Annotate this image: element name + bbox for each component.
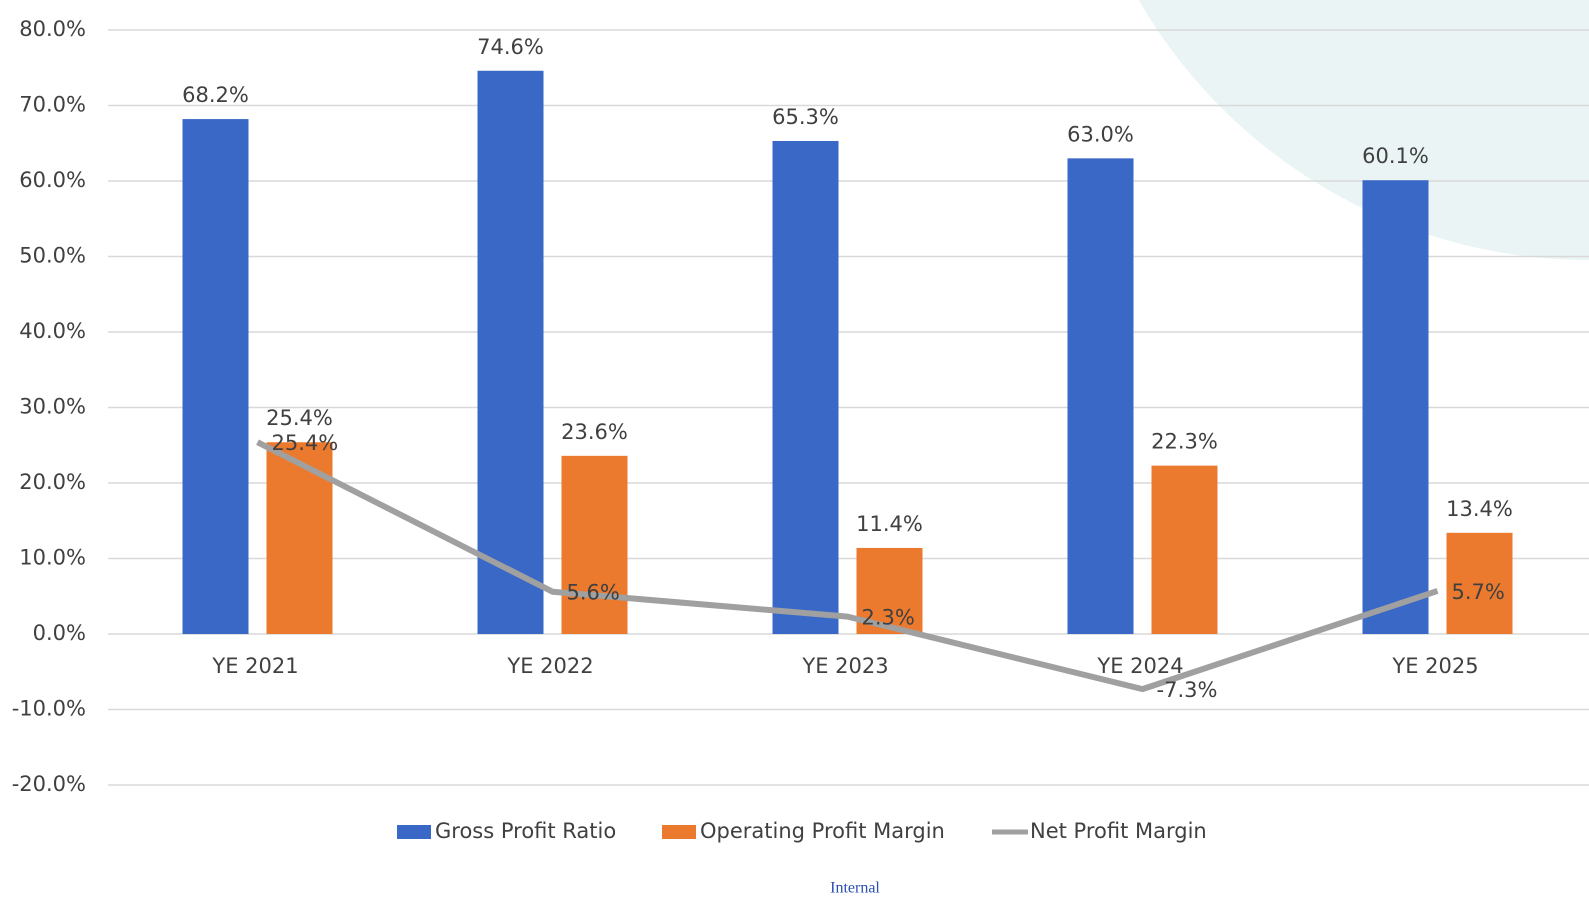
data-label: 5.7% [1452,580,1505,604]
y-tick-label: 40.0% [19,319,86,343]
data-label: 74.6% [477,35,544,59]
legend-label: Operating Profit Margin [700,819,945,843]
y-tick-label: 70.0% [19,93,86,117]
bar [1151,465,1218,634]
bar [266,442,333,634]
legend-label: Net Profit Margin [1030,819,1207,843]
data-label: 25.4% [266,406,333,430]
line [256,439,1439,693]
decoration [1138,0,1589,260]
y-tick-label: 30.0% [19,395,86,419]
data-label: 2.3% [862,606,915,630]
x-tick-label: YE 2021 [211,654,298,678]
data-label: 25.4% [272,431,339,455]
data-label: 5.6% [567,581,620,605]
bar [561,455,628,634]
y-tick-label: -20.0% [12,772,86,796]
y-tick-label: 50.0% [19,244,86,268]
bar [477,70,544,634]
x-tick-label: YE 2025 [1391,654,1478,678]
footer-label: Internal [830,880,880,897]
legend-swatch [397,825,431,839]
x-tick-label: YE 2023 [801,654,888,678]
bar [182,119,249,635]
data-label: 60.1% [1362,144,1429,168]
data-label: 65.3% [772,105,839,129]
bar [1362,180,1429,634]
y-tick-label: 80.0% [19,17,86,41]
data-label: -7.3% [1157,678,1218,702]
x-tick-label: YE 2024 [1096,654,1183,678]
data-label: 11.4% [856,512,923,536]
data-label: 23.6% [561,420,628,444]
y-tick-label: -10.0% [12,697,86,721]
bar [1067,158,1134,634]
y-tick-label: 10.0% [19,546,86,570]
data-label: 13.4% [1446,497,1513,521]
legend-label: Gross Profit Ratio [435,819,616,843]
y-tick-label: 0.0% [33,621,86,645]
legend-swatch [662,825,696,839]
data-label: 63.0% [1067,122,1134,146]
data-label: 22.3% [1151,430,1218,454]
y-tick-label: 60.0% [19,168,86,192]
x-tick-label: YE 2022 [506,654,593,678]
data-label: 68.2% [182,83,249,107]
bar [772,140,839,635]
bar [1446,532,1513,634]
y-tick-label: 20.0% [19,470,86,494]
